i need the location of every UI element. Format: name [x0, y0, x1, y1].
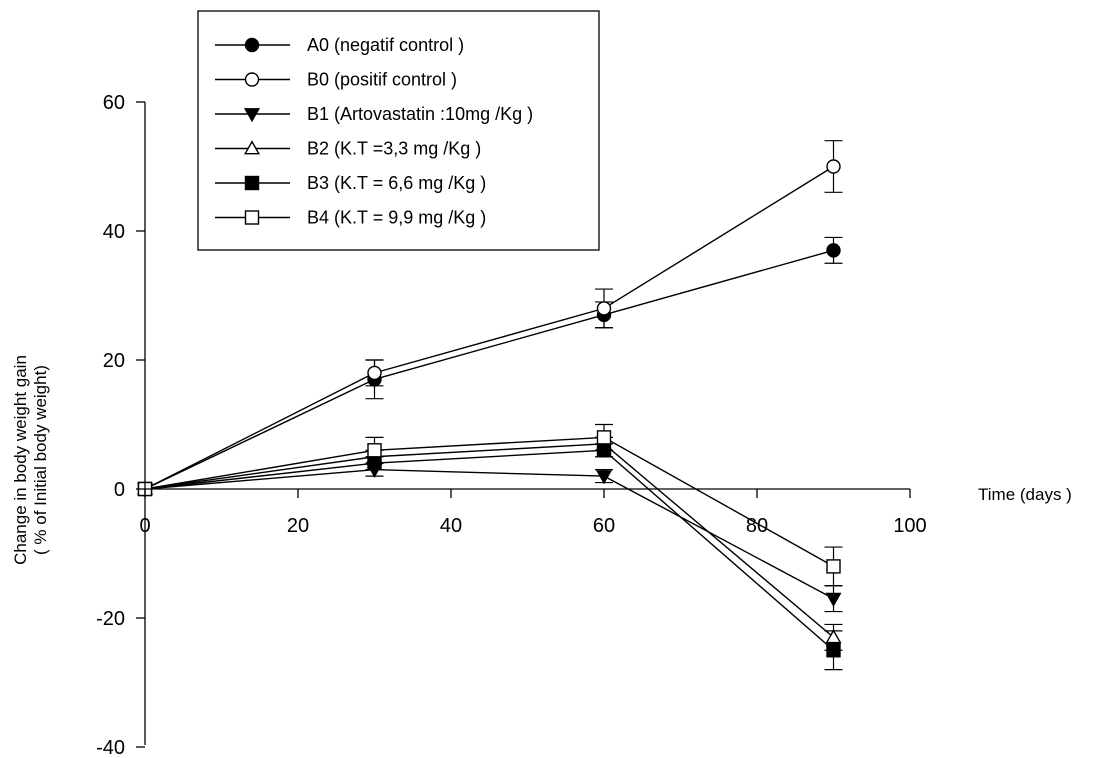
y-tick-label: -20: [96, 608, 125, 630]
x-tick-label: 60: [593, 515, 615, 537]
legend-label: B2 (K.T =3,3 mg /Kg ): [307, 139, 481, 159]
y-tick-label: 40: [103, 221, 125, 243]
legend-item: B3 (K.T = 6,6 mg /Kg ): [215, 173, 486, 193]
series-line-2: [144, 468, 834, 600]
legend-marker: [243, 140, 261, 155]
data-point-5: [367, 443, 382, 458]
y-tick-label: 0: [114, 479, 125, 501]
data-point-4: [596, 443, 612, 458]
legend-item: B4 (K.T = 9,9 mg /Kg ): [215, 208, 486, 228]
x-tick-label: 0: [139, 515, 150, 537]
legend-items: A0 (negatif control ) B0 (positif control…: [215, 35, 533, 228]
data-point-5: [826, 559, 841, 574]
axes-layer: [144, 102, 910, 745]
series-line-5: [144, 436, 834, 568]
y-tick-label: -40: [96, 737, 125, 758]
legend-marker: [244, 37, 260, 53]
legend-marker: [243, 108, 261, 123]
data-point-0: [826, 243, 841, 258]
x-tick-label: 80: [746, 515, 768, 537]
data-point-1: [367, 365, 382, 381]
series-line-0: [144, 249, 834, 490]
legend-item: B0 (positif control ): [215, 70, 457, 90]
legend-label: A0 (negatif control ): [307, 35, 464, 55]
legend-item: A0 (negatif control ): [215, 35, 464, 55]
y-axis-title-line2: ( % of Initial body weight): [31, 365, 50, 555]
data-point-4: [826, 643, 841, 658]
series-line-3: [144, 443, 834, 638]
ticks-layer: 0 20 40 60 80 100 -40 -20 0 20 40 60: [96, 92, 927, 758]
data-point-5: [596, 430, 612, 445]
data-point-2: [595, 470, 613, 485]
legend: A0 (negatif control ) B0 (positif control…: [197, 10, 600, 251]
legend-item: B1 (Artovastatin :10mg /Kg ): [215, 104, 533, 124]
data-point-4: [367, 456, 382, 471]
legend-marker: [244, 72, 260, 87]
x-tick-label: 100: [893, 515, 926, 537]
x-tick-label: 20: [287, 515, 309, 537]
data-point-2: [825, 592, 842, 607]
x-tick-label: 40: [440, 515, 462, 537]
legend-marker: [244, 175, 260, 191]
series-line-1: [144, 165, 834, 490]
legend-label: B4 (K.T = 9,9 mg /Kg ): [307, 208, 486, 228]
y-tick-label: 60: [103, 92, 125, 114]
series-line-4: [144, 449, 834, 651]
legend-label: B1 (Artovastatin :10mg /Kg ): [307, 104, 533, 124]
data-point-3: [825, 629, 842, 644]
data-point-1: [826, 159, 841, 174]
series-lines: [144, 165, 834, 651]
legend-marker: [244, 210, 260, 225]
y-axis-title-line1: Change in body weight gain: [11, 355, 30, 565]
legend-box: [197, 10, 600, 251]
y-tick-label: 20: [103, 350, 125, 372]
data-point-1: [596, 301, 612, 316]
legend-label: B3 (K.T = 6,6 mg /Kg ): [307, 173, 486, 193]
legend-item: B2 (K.T =3,3 mg /Kg ): [215, 139, 481, 159]
legend-label: B0 (positif control ): [307, 70, 457, 90]
x-axis-title: Time (days ): [978, 485, 1072, 504]
